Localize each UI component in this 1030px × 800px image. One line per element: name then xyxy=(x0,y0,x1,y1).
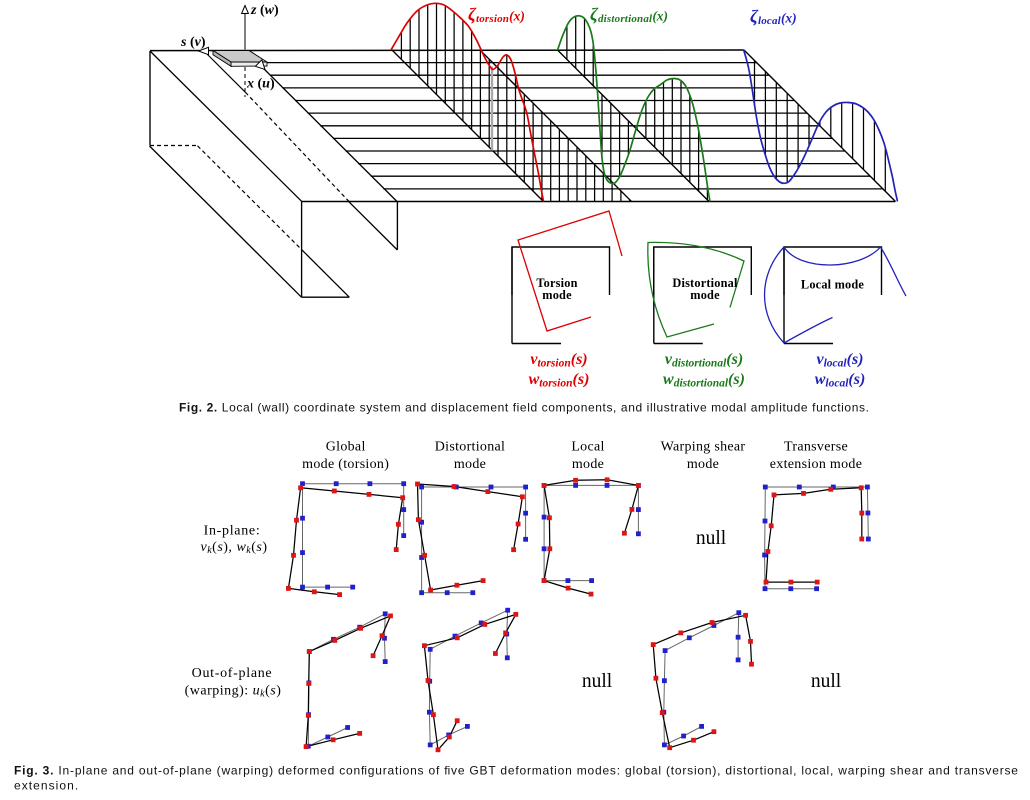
svg-text:wtorsion(s): wtorsion(s) xyxy=(529,371,590,390)
svg-text:Fig. 3. In-plane and out-of-pl: Fig. 3. In-plane and out-of-plane (warpi… xyxy=(14,764,1019,778)
svg-text:wdistortional(s): wdistortional(s) xyxy=(663,371,745,390)
svg-text:vk(s), wk(s): vk(s), wk(s) xyxy=(200,540,267,556)
svg-text:mode: mode xyxy=(542,288,572,302)
svg-text:extension mode: extension mode xyxy=(770,457,862,472)
svg-text:Local: Local xyxy=(571,440,604,455)
svg-text:Transverse: Transverse xyxy=(784,440,848,455)
svg-text:(warping): uk(s): (warping): uk(s) xyxy=(185,684,282,700)
svg-text:mode: mode xyxy=(690,288,720,302)
svg-text:vlocal(s): vlocal(s) xyxy=(817,351,864,370)
svg-text:vtorsion(s): vtorsion(s) xyxy=(530,351,587,370)
svg-text:extension.: extension. xyxy=(14,779,79,793)
svg-text:Local mode: Local mode xyxy=(801,278,864,292)
svg-text:x (u): x (u) xyxy=(246,77,275,92)
svg-text:Global: Global xyxy=(326,440,366,455)
svg-text:ζdistortional(x): ζdistortional(x) xyxy=(590,5,668,26)
svg-text:Warping shear: Warping shear xyxy=(661,440,746,455)
svg-text:s (v): s (v) xyxy=(180,35,206,50)
svg-text:Fig. 2. Local (wall) coordinat: Fig. 2. Local (wall) coordinate system a… xyxy=(179,401,870,415)
svg-text:Out-of-plane: Out-of-plane xyxy=(192,666,273,681)
svg-text:mode: mode xyxy=(572,457,604,472)
svg-text:null: null xyxy=(582,671,613,692)
svg-text:wlocal(s): wlocal(s) xyxy=(815,371,866,390)
svg-text:Distortional: Distortional xyxy=(435,440,505,455)
svg-text:vdistortional(s): vdistortional(s) xyxy=(665,351,743,370)
svg-text:Torsion: Torsion xyxy=(536,276,577,290)
svg-text:ζtorsion(x): ζtorsion(x) xyxy=(468,5,525,26)
svg-text:mode (torsion): mode (torsion) xyxy=(302,457,389,472)
svg-text:Distortional: Distortional xyxy=(672,276,738,290)
svg-text:z (w): z (w) xyxy=(250,3,279,18)
svg-text:null: null xyxy=(696,528,727,549)
svg-text:In-plane:: In-plane: xyxy=(204,524,261,539)
svg-text:null: null xyxy=(811,671,842,692)
svg-text:mode: mode xyxy=(687,457,719,472)
svg-text:ζlocal(x): ζlocal(x) xyxy=(750,7,797,28)
svg-text:mode: mode xyxy=(454,457,486,472)
